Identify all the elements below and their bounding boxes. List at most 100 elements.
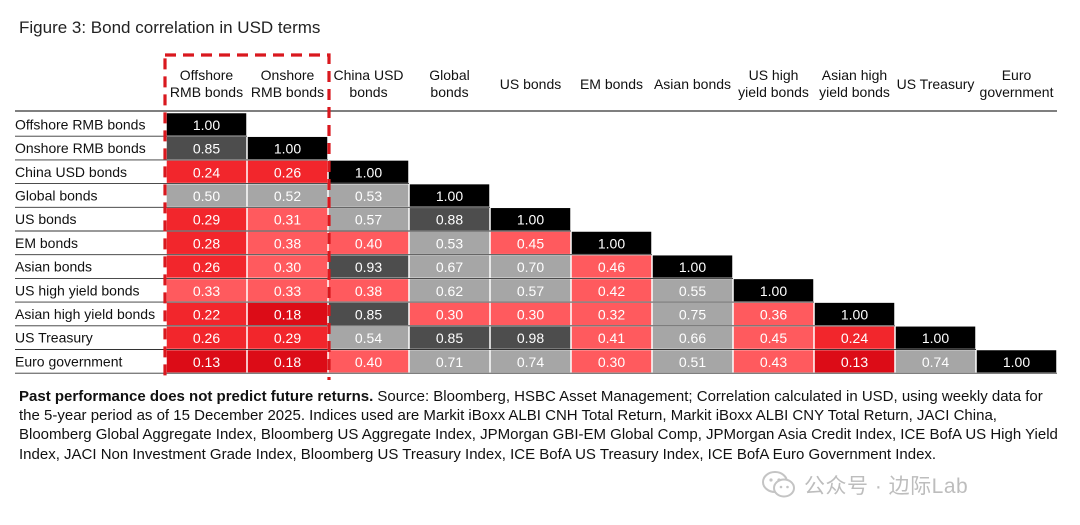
figure-title: Figure 3: Bond correlation in USD terms <box>19 18 321 37</box>
cell-asian-high-yield-bonds-1 <box>247 302 328 326</box>
row-label-asian-bonds: Asian bonds <box>15 259 92 275</box>
cell-china-usd-bonds-1 <box>247 160 328 183</box>
cell-euro-government-3 <box>409 350 490 373</box>
cell-euro-government-7 <box>733 350 814 373</box>
value-label: 0.13 <box>841 354 868 370</box>
cell-em-bonds-5 <box>571 231 652 254</box>
footnote: Past performance does not predict future… <box>19 387 1059 464</box>
value-label: 0.13 <box>193 354 220 370</box>
row-label-euro-government: Euro government <box>15 353 123 369</box>
cell-us-treasury-2 <box>328 326 409 349</box>
value-label: 0.42 <box>598 283 625 299</box>
value-label: 1.00 <box>841 306 868 322</box>
value-label: 0.46 <box>598 259 625 275</box>
cell-euro-government-5 <box>571 350 652 373</box>
cell-em-bonds-2 <box>328 231 409 254</box>
cell-asian-bonds-5 <box>571 255 652 278</box>
value-label: 0.57 <box>517 283 544 299</box>
cell-us-treasury-1 <box>247 326 328 349</box>
cell-euro-government-8 <box>814 350 895 373</box>
value-label: 0.70 <box>517 259 544 275</box>
cell-em-bonds-3 <box>409 231 490 254</box>
cell-us-bonds-2 <box>328 208 409 231</box>
cell-us-bonds-4 <box>490 208 571 231</box>
column-header-china-usd-bonds: China USD bonds <box>333 67 403 100</box>
cell-asian-high-yield-bonds-6 <box>652 302 733 326</box>
value-label: 0.40 <box>355 354 382 370</box>
value-label: 0.74 <box>517 354 544 370</box>
column-header-onshore-rmb-bonds: Onshore RMB bonds <box>251 67 324 100</box>
cell-us-bonds-0 <box>166 208 247 231</box>
row-label-us-high-yield-bonds: US high yield bonds <box>15 282 140 298</box>
value-label: 0.98 <box>517 330 544 346</box>
value-label: 1.00 <box>274 141 301 157</box>
cell-asian-high-yield-bonds-3 <box>409 302 490 326</box>
cell-us-high-yield-bonds-4 <box>490 279 571 302</box>
column-header-us-treasury: US Treasury <box>897 76 975 92</box>
value-label: 0.51 <box>679 354 706 370</box>
row-label-onshore-rmb-bonds: Onshore RMB bonds <box>15 140 146 156</box>
value-label: 0.38 <box>274 235 301 251</box>
row-label-us-treasury: US Treasury <box>15 330 93 346</box>
value-label: 0.54 <box>355 330 382 346</box>
row-label-china-usd-bonds: China USD bonds <box>15 164 127 180</box>
cell-euro-government-10 <box>976 350 1057 373</box>
cell-us-high-yield-bonds-6 <box>652 279 733 302</box>
cell-us-treasury-4 <box>490 326 571 349</box>
value-label: 0.26 <box>193 330 220 346</box>
value-label: 1.00 <box>598 235 625 251</box>
cell-us-high-yield-bonds-1 <box>247 279 328 302</box>
value-label: 0.36 <box>760 306 787 322</box>
cell-us-high-yield-bonds-7 <box>733 279 814 302</box>
cell-asian-high-yield-bonds-8 <box>814 302 895 326</box>
footnote-text: Source: Bloomberg, HSBC Asset Management… <box>19 388 1058 463</box>
cell-us-treasury-9 <box>895 326 976 349</box>
column-header-us-bonds: US bonds <box>500 76 561 92</box>
value-label: 0.53 <box>436 235 463 251</box>
value-label: 0.88 <box>436 212 463 228</box>
value-label: 0.38 <box>355 283 382 299</box>
value-label: 1.00 <box>193 117 220 133</box>
value-label: 0.45 <box>517 235 544 251</box>
column-header-asian-high-yield-bonds: Asian high yield bonds <box>819 67 890 100</box>
cell-euro-government-0 <box>166 350 247 373</box>
value-label: 0.53 <box>355 188 382 204</box>
cell-offshore-rmb-bonds-0 <box>166 113 247 136</box>
cell-global-bonds-3 <box>409 184 490 207</box>
value-label: 0.74 <box>922 354 949 370</box>
value-label: 0.28 <box>193 235 220 251</box>
value-label: 0.67 <box>436 259 463 275</box>
value-label: 0.43 <box>760 354 787 370</box>
value-label: 0.75 <box>679 306 706 322</box>
value-label: 1.00 <box>760 283 787 299</box>
wechat-icon <box>762 471 795 498</box>
cell-us-treasury-8 <box>814 326 895 349</box>
value-label: 0.24 <box>193 164 220 180</box>
cell-global-bonds-2 <box>328 184 409 207</box>
value-label: 0.18 <box>274 306 301 322</box>
cell-asian-high-yield-bonds-0 <box>166 302 247 326</box>
value-label: 0.26 <box>193 259 220 275</box>
value-label: 0.31 <box>274 212 301 228</box>
value-label: 0.93 <box>355 259 382 275</box>
cell-asian-high-yield-bonds-7 <box>733 302 814 326</box>
column-header-global-bonds: Global bonds <box>429 67 469 100</box>
cell-us-treasury-7 <box>733 326 814 349</box>
value-label: 0.85 <box>193 141 220 157</box>
value-label: 0.55 <box>679 283 706 299</box>
cell-us-bonds-3 <box>409 208 490 231</box>
value-label: 0.41 <box>598 330 625 346</box>
row-label-global-bonds: Global bonds <box>15 187 98 203</box>
cell-us-high-yield-bonds-2 <box>328 279 409 302</box>
value-label: 0.30 <box>598 354 625 370</box>
value-label: 0.26 <box>274 164 301 180</box>
cell-euro-government-2 <box>328 350 409 373</box>
cell-onshore-rmb-bonds-0 <box>166 136 247 160</box>
cell-asian-bonds-6 <box>652 255 733 278</box>
value-label: 0.24 <box>841 330 868 346</box>
cell-onshore-rmb-bonds-1 <box>247 136 328 160</box>
value-label: 0.66 <box>679 330 706 346</box>
cell-euro-government-6 <box>652 350 733 373</box>
value-label: 1.00 <box>1003 354 1030 370</box>
cell-euro-government-1 <box>247 350 328 373</box>
